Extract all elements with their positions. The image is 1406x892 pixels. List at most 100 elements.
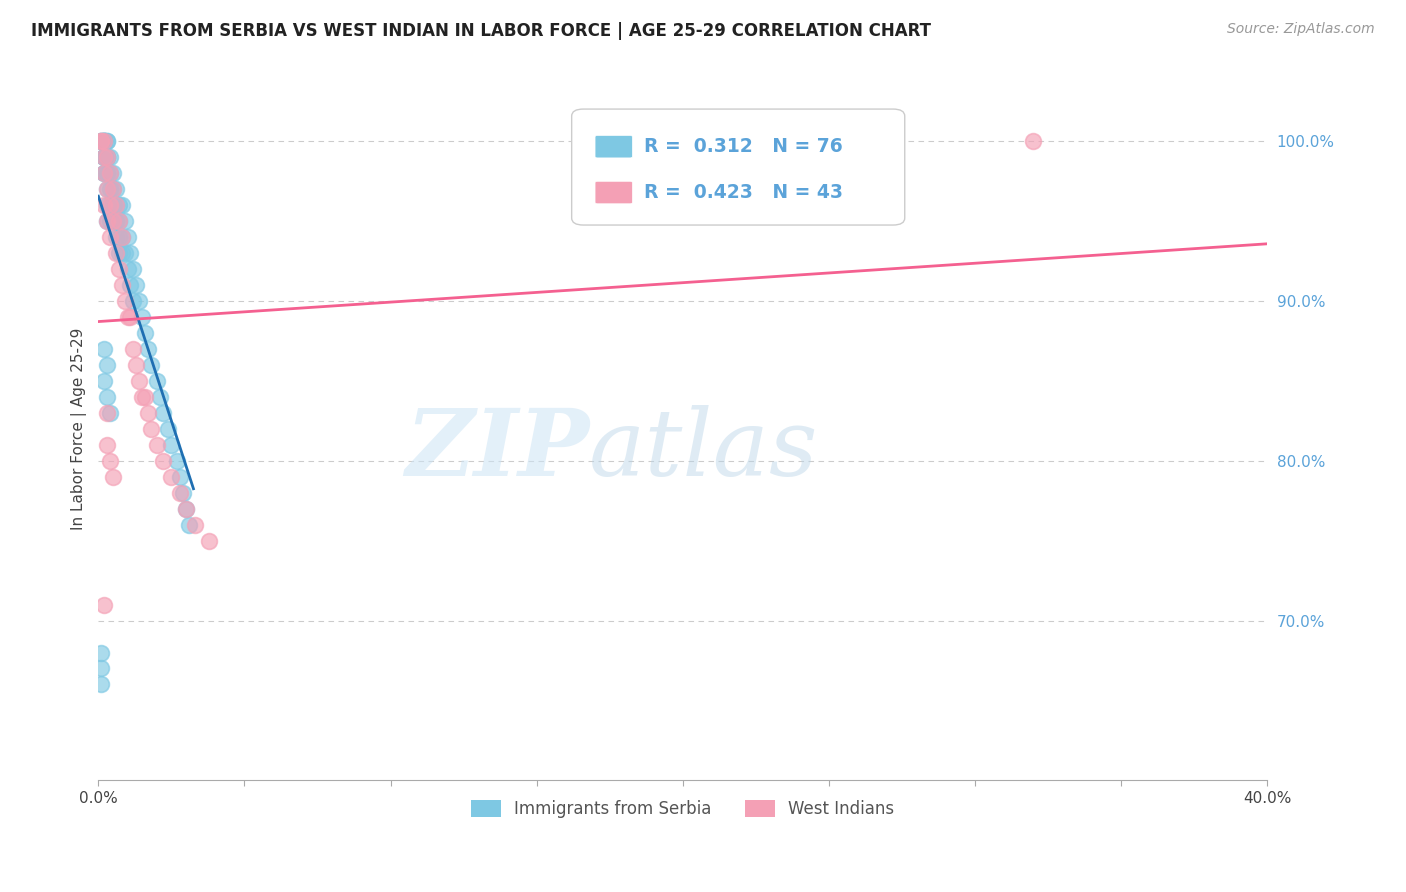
Point — [114, 246, 136, 260]
Point — [90, 677, 112, 691]
Point — [96, 182, 118, 196]
Point — [96, 214, 118, 228]
Point — [1022, 134, 1045, 148]
Point — [93, 166, 115, 180]
Point — [93, 342, 115, 356]
Point — [96, 214, 118, 228]
Point — [98, 230, 121, 244]
Point — [93, 166, 115, 180]
Point — [93, 134, 115, 148]
Point — [104, 230, 127, 244]
Point — [90, 134, 112, 148]
Point — [96, 150, 118, 164]
Y-axis label: In Labor Force | Age 25-29: In Labor Force | Age 25-29 — [72, 327, 87, 530]
Point — [160, 438, 183, 452]
Point — [122, 294, 145, 309]
Point — [169, 485, 191, 500]
Point — [98, 214, 121, 228]
Point — [114, 294, 136, 309]
Point — [90, 134, 112, 148]
Point — [93, 150, 115, 164]
FancyBboxPatch shape — [572, 109, 904, 225]
Point — [122, 262, 145, 277]
Point — [101, 214, 124, 228]
Point — [93, 150, 115, 164]
Point — [117, 310, 139, 324]
Point — [134, 326, 156, 340]
Point — [93, 150, 115, 164]
Point — [134, 390, 156, 404]
Point — [139, 422, 162, 436]
Point — [90, 134, 112, 148]
Point — [90, 134, 112, 148]
Point — [104, 214, 127, 228]
Point — [96, 134, 118, 148]
Point — [96, 150, 118, 164]
Point — [120, 246, 142, 260]
Point — [117, 230, 139, 244]
Legend: Immigrants from Serbia, West Indians: Immigrants from Serbia, West Indians — [464, 793, 901, 825]
Point — [104, 246, 127, 260]
Point — [98, 166, 121, 180]
Point — [172, 485, 194, 500]
Point — [157, 422, 180, 436]
Point — [98, 166, 121, 180]
Point — [104, 198, 127, 212]
Point — [93, 198, 115, 212]
Point — [136, 342, 159, 356]
Point — [90, 134, 112, 148]
Point — [104, 198, 127, 212]
Point — [101, 182, 124, 196]
Text: Source: ZipAtlas.com: Source: ZipAtlas.com — [1227, 22, 1375, 37]
Point — [93, 134, 115, 148]
Point — [96, 150, 118, 164]
Point — [93, 166, 115, 180]
Point — [93, 134, 115, 148]
Point — [184, 517, 207, 532]
Point — [101, 182, 124, 196]
Point — [93, 598, 115, 612]
Point — [96, 358, 118, 372]
Point — [125, 278, 148, 293]
Point — [111, 246, 134, 260]
Point — [146, 438, 169, 452]
Point — [93, 150, 115, 164]
Point — [96, 182, 118, 196]
Point — [98, 182, 121, 196]
Point — [98, 454, 121, 468]
Point — [107, 214, 129, 228]
FancyBboxPatch shape — [595, 181, 633, 203]
Point — [160, 470, 183, 484]
Point — [101, 198, 124, 212]
Point — [98, 198, 121, 212]
Text: R =  0.312   N = 76: R = 0.312 N = 76 — [644, 137, 842, 156]
Point — [93, 134, 115, 148]
Point — [96, 406, 118, 420]
Point — [152, 406, 174, 420]
Point — [149, 390, 172, 404]
Point — [96, 438, 118, 452]
Point — [107, 198, 129, 212]
Point — [98, 198, 121, 212]
Point — [107, 246, 129, 260]
Point — [101, 198, 124, 212]
Point — [93, 134, 115, 148]
Point — [128, 294, 150, 309]
Point — [96, 150, 118, 164]
Point — [111, 230, 134, 244]
Point — [131, 390, 153, 404]
Point — [104, 182, 127, 196]
FancyBboxPatch shape — [595, 136, 633, 158]
Point — [131, 310, 153, 324]
Point — [146, 374, 169, 388]
Point — [174, 501, 197, 516]
Text: IMMIGRANTS FROM SERBIA VS WEST INDIAN IN LABOR FORCE | AGE 25-29 CORRELATION CHA: IMMIGRANTS FROM SERBIA VS WEST INDIAN IN… — [31, 22, 931, 40]
Point — [139, 358, 162, 372]
Point — [111, 230, 134, 244]
Text: R =  0.423   N = 43: R = 0.423 N = 43 — [644, 183, 844, 202]
Point — [111, 198, 134, 212]
Point — [107, 230, 129, 244]
Point — [93, 134, 115, 148]
Point — [198, 533, 221, 548]
Point — [107, 214, 129, 228]
